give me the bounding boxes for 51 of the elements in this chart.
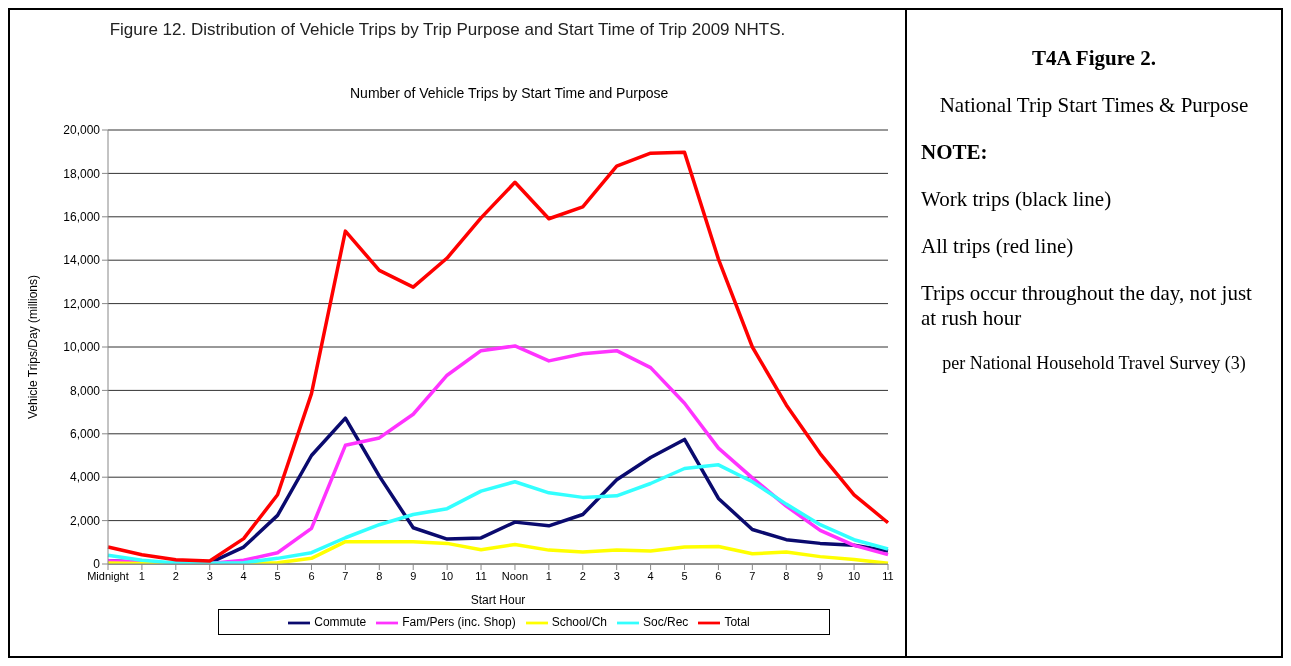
x-tick-label: 7 bbox=[749, 569, 756, 582]
x-tick-label: 5 bbox=[274, 569, 281, 582]
x-tick-label: Noon bbox=[501, 569, 529, 582]
text: Work trips (black line) bbox=[921, 187, 1113, 212]
x-tick-label: 2 bbox=[579, 569, 586, 582]
text: per National Household Travel Survey (3) bbox=[941, 353, 1247, 374]
y-tick-label: 12,000 bbox=[63, 296, 101, 311]
x-tick-label: 8 bbox=[376, 569, 383, 582]
text: NOTE: bbox=[921, 140, 989, 165]
chart-title: Figure 12. Distribution of Vehicle Trips by Trip Purpose and Start Time of Trip 2009 NHTS. bbox=[108, 20, 787, 40]
legend-label: Soc/Rec bbox=[643, 615, 689, 630]
legend-label: Commute bbox=[314, 615, 367, 630]
x-tick-label: 2 bbox=[172, 569, 179, 582]
y-tick-label: 10,000 bbox=[63, 340, 101, 355]
y-tick-label: 0 bbox=[93, 557, 101, 572]
text: T4A Figure 2. bbox=[1031, 46, 1157, 71]
legend-label: Total bbox=[724, 615, 750, 630]
x-tick-label: 6 bbox=[715, 569, 722, 582]
y-tick-label: 14,000 bbox=[63, 253, 101, 268]
x-tick-label: 11 bbox=[882, 569, 894, 582]
x-tick-label: 9 bbox=[817, 569, 824, 582]
x-tick-label: Midnight bbox=[87, 569, 129, 582]
text: Trips occur throughout the day, not just at rush hour bbox=[921, 281, 1253, 331]
x-tick-label: 3 bbox=[206, 569, 213, 582]
x-tick-label: 10 bbox=[847, 569, 861, 582]
legend-label: School/Ch bbox=[551, 615, 608, 630]
text: All trips (red line) bbox=[921, 234, 1075, 259]
y-tick-label: 18,000 bbox=[63, 166, 101, 181]
chart-subtitle: Number of Vehicle Trips by Start Time and Purpose bbox=[350, 85, 669, 101]
text: National Trip Start Times & Purpose bbox=[938, 93, 1250, 118]
x-tick-label: 1 bbox=[138, 569, 145, 582]
x-tick-label: 4 bbox=[240, 569, 247, 582]
x-tick-label: 11 bbox=[475, 569, 487, 582]
y-tick-label: 6,000 bbox=[69, 427, 101, 442]
x-axis-title: Start Hour bbox=[470, 593, 526, 607]
y-tick-label: 20,000 bbox=[63, 123, 101, 138]
x-tick-label: 8 bbox=[783, 569, 790, 582]
y-tick-label: 8,000 bbox=[69, 383, 101, 398]
x-tick-label: 3 bbox=[613, 569, 620, 582]
x-tick-label: 1 bbox=[545, 569, 552, 582]
y-axis-title: Vehicle Trips/Day (millions) bbox=[26, 274, 41, 420]
x-tick-label: 6 bbox=[308, 569, 315, 582]
y-tick-label: 16,000 bbox=[63, 210, 101, 225]
x-tick-label: 10 bbox=[441, 569, 454, 582]
x-tick-label: 4 bbox=[647, 569, 654, 582]
y-tick-label: 2,000 bbox=[69, 513, 101, 528]
legend-label: Fam/Pers (inc. Shop) bbox=[402, 615, 516, 630]
x-tick-label: 7 bbox=[342, 569, 349, 582]
x-tick-label: 5 bbox=[681, 569, 688, 582]
y-tick-label: 4,000 bbox=[69, 470, 101, 485]
x-tick-label: 9 bbox=[410, 569, 417, 582]
